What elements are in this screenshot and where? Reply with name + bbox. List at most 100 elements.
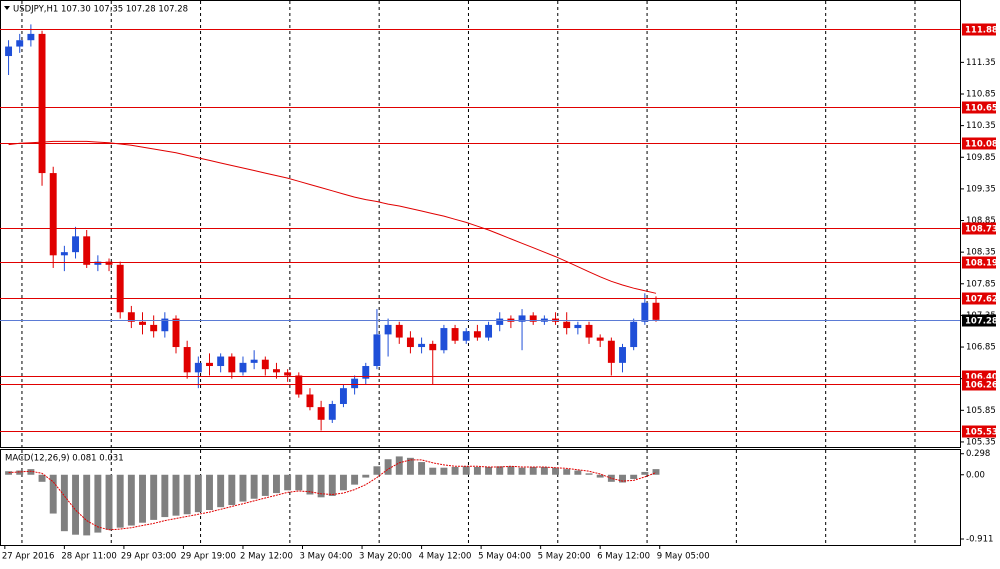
- x-tick-label: 3 May 04:00: [300, 552, 353, 562]
- level-label: 106.40: [965, 373, 998, 383]
- candle-body: [652, 302, 660, 320]
- macd-histogram-bar: [49, 474, 57, 514]
- level-label: 108.73: [965, 225, 998, 235]
- macd-histogram-bar: [518, 467, 526, 475]
- x-tick-label: 29 Apr 19:00: [180, 552, 235, 562]
- candle-body: [328, 403, 336, 420]
- candle-body: [339, 388, 347, 404]
- level-label-box: [962, 292, 996, 305]
- y-tick-label: 107.85: [966, 279, 996, 289]
- macd-histogram-bar: [496, 466, 504, 475]
- macd-histogram-bar: [596, 474, 604, 478]
- macd-histogram-bar: [16, 470, 24, 475]
- macd-histogram-bar: [127, 474, 135, 526]
- current-price-label: 107.28: [965, 317, 998, 327]
- macd-histogram-bar: [384, 459, 392, 475]
- x-tick-label: 4 May 12:00: [419, 552, 472, 562]
- macd-histogram-bar: [563, 469, 571, 475]
- y-tick-label: 0.00: [966, 470, 985, 480]
- candle-body: [529, 315, 537, 322]
- x-tick-label: 3 May 20:00: [359, 552, 412, 562]
- candle-body: [27, 33, 35, 41]
- macd-histogram-bar: [373, 466, 381, 475]
- candle-body: [362, 366, 370, 379]
- x-tick-label: 5 May 20:00: [538, 552, 591, 562]
- macd-histogram-bar: [429, 467, 437, 475]
- macd-histogram-bar: [652, 469, 660, 475]
- macd-histogram-bar: [540, 466, 548, 475]
- level-label: 105.53: [965, 428, 998, 438]
- candle-body: [250, 359, 258, 363]
- candle-body: [5, 46, 13, 57]
- macd-histogram-bar: [72, 474, 79, 535]
- candle-body: [105, 261, 113, 265]
- candle-body: [284, 372, 292, 376]
- macd-histogram-bar: [261, 474, 269, 496]
- level-label: 106.26: [965, 381, 998, 391]
- level-label: 110.65: [965, 104, 998, 114]
- macd-histogram-bar: [552, 467, 559, 475]
- level-label-box: [962, 101, 996, 114]
- candle-body: [418, 343, 426, 348]
- level-label: 111.88: [965, 26, 998, 36]
- candle-body: [228, 356, 236, 373]
- macd-signal-line: [8, 459, 657, 531]
- macd-histogram-bar: [574, 470, 582, 475]
- x-tick-label: 28 Apr 11:00: [61, 552, 116, 562]
- candle-body: [440, 328, 448, 351]
- macd-histogram-bar: [295, 474, 303, 491]
- candle-body: [585, 324, 593, 338]
- macd-histogram-bar: [239, 474, 247, 502]
- candle-body: [496, 318, 504, 325]
- candle-body: [295, 375, 303, 395]
- macd-histogram-bar: [38, 474, 46, 482]
- macd-histogram-bar: [406, 457, 414, 475]
- macd-histogram-bar: [172, 474, 180, 516]
- candle-body: [16, 40, 24, 47]
- level-label: 110.08: [965, 140, 998, 150]
- y-tick-label: 109.35: [966, 184, 996, 194]
- macd-histogram-bar: [585, 473, 593, 475]
- level-label-box: [962, 222, 996, 235]
- macd-histogram-bar: [27, 469, 35, 475]
- macd-histogram-bar: [161, 474, 169, 518]
- y-tick-label: 108.85: [966, 216, 996, 226]
- candle-body: [261, 359, 269, 370]
- macd-histogram-bar: [228, 474, 236, 506]
- macd-histogram-bar: [194, 474, 202, 513]
- level-label: 108.19: [965, 259, 998, 269]
- candle-body: [83, 236, 91, 265]
- candle-body: [161, 318, 169, 332]
- candle-body: [116, 264, 124, 313]
- macd-histogram-bar: [418, 462, 426, 475]
- candle-body: [395, 324, 403, 338]
- candle-body: [563, 321, 571, 329]
- level-label-box: [962, 23, 996, 36]
- macd-title: MACD(12,26,9) 0.081 0.031: [5, 454, 124, 464]
- macd-histogram-bar: [139, 474, 146, 523]
- candle-body: [596, 337, 604, 341]
- candle-body: [172, 318, 180, 348]
- candle-body: [60, 252, 68, 256]
- macd-histogram-bar: [5, 471, 13, 475]
- candle-body: [351, 378, 359, 389]
- macd-histogram-bar: [339, 474, 347, 491]
- symbol-menu-arrow[interactable]: [4, 6, 10, 10]
- candle-body: [574, 324, 582, 329]
- candle-body: [641, 302, 649, 322]
- candle-body: [619, 347, 626, 363]
- y-tick-label: 110.85: [966, 89, 996, 99]
- x-tick-label: 2 May 12:00: [240, 552, 293, 562]
- candle-body: [72, 236, 79, 253]
- macd-histogram-bar: [273, 474, 280, 494]
- current-price-box: [962, 314, 996, 327]
- candle-body: [518, 315, 526, 322]
- y-tick-label: -0.911: [966, 535, 993, 545]
- x-tick-label: 29 Apr 03:00: [121, 552, 176, 562]
- macd-histogram-bar: [150, 474, 158, 520]
- y-tick-label: 105.35: [966, 437, 996, 447]
- y-tick-label: 111.35: [966, 58, 996, 68]
- candle-body: [473, 331, 481, 338]
- macd-histogram-bar: [351, 474, 359, 485]
